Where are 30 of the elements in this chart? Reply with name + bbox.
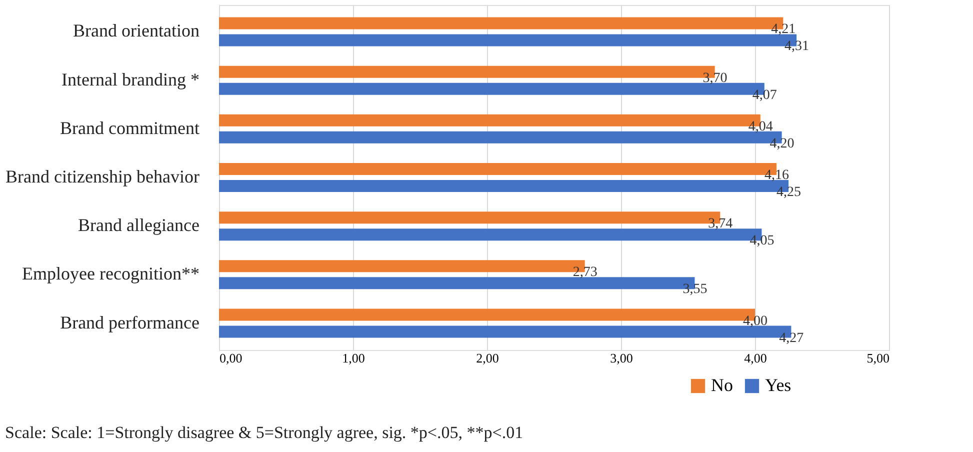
data-label: 4,05 — [750, 234, 774, 249]
data-label: 4,07 — [752, 88, 777, 103]
data-label: 2,73 — [572, 265, 598, 280]
y-tick-label: Brand orientation — [73, 20, 200, 41]
data-label: 3,74 — [708, 216, 733, 232]
x-tick-label: 3,00 — [610, 350, 633, 366]
x-tick-label: 4,00 — [744, 350, 767, 366]
x-tick-label: 5,00 — [866, 350, 890, 366]
text: Scale: Scale: 1=Strongly disagree & 5=Strongly agree, sig. *p<.05, **p<.01 — [5, 423, 524, 442]
data-label: 4,21 — [771, 22, 796, 38]
y-tick-label: Internal branding * — [62, 69, 200, 90]
legend-label: No — [711, 375, 733, 395]
data-label: 4,00 — [743, 314, 768, 329]
data-label: 4,27 — [779, 330, 804, 346]
y-tick-label: Brand performance — [60, 312, 200, 332]
data-label: 3,70 — [702, 70, 728, 86]
legend-label: Yes — [765, 375, 792, 395]
data-label: 4,25 — [776, 185, 801, 200]
data-label: 4,31 — [784, 39, 810, 54]
x-tick-label: 0,00 — [220, 350, 242, 366]
data-label: 4,04 — [748, 119, 773, 134]
y-tick-label: Employee recognition** — [22, 264, 200, 284]
data-label: 3,55 — [682, 282, 708, 298]
data-label: 4,16 — [764, 168, 789, 183]
data-label: 4,20 — [770, 136, 794, 152]
x-tick-label: 1,00 — [342, 350, 365, 366]
y-tick-label: Brand allegiance — [78, 215, 200, 236]
x-tick-label: 2,00 — [476, 350, 499, 366]
y-tick-label: Brand citizenship behavior — [6, 166, 200, 186]
y-tick-label: Brand commitment — [60, 118, 200, 138]
